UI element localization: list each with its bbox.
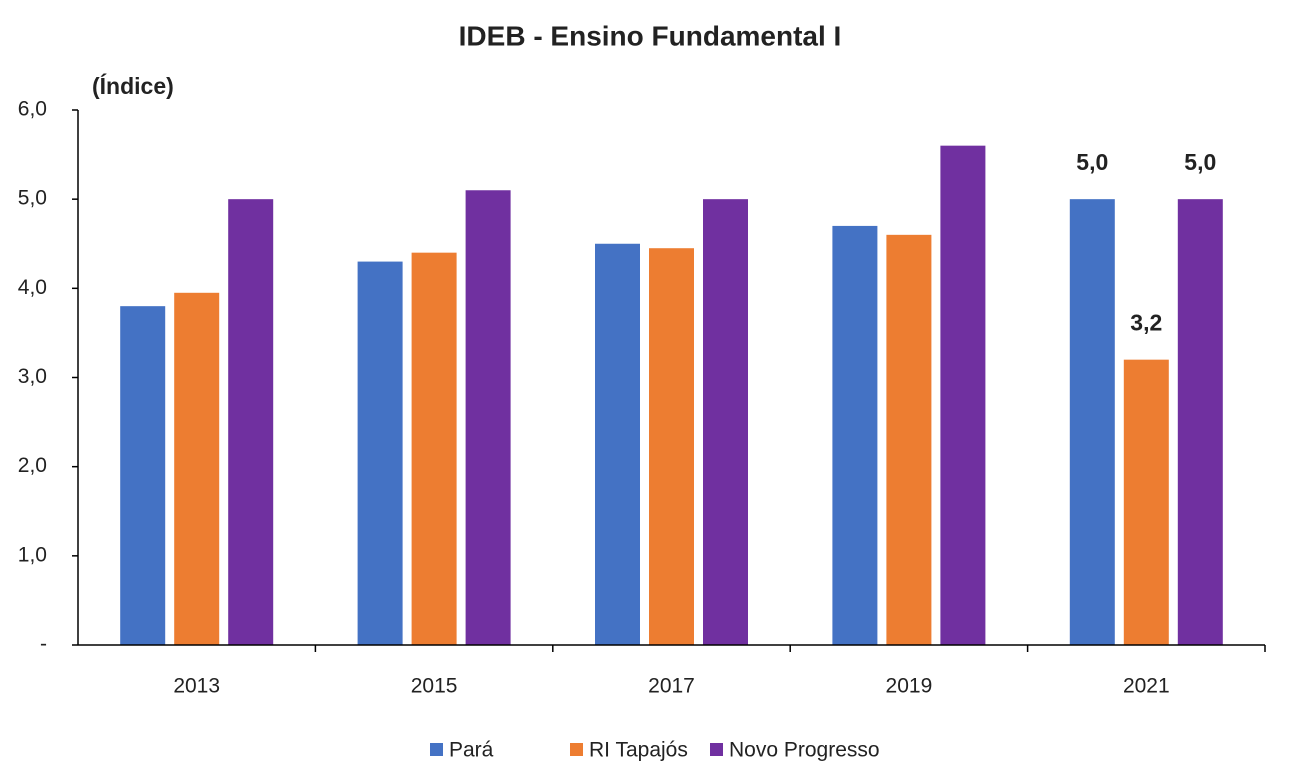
bar bbox=[174, 292, 220, 645]
bar bbox=[120, 306, 166, 645]
y-axis-label: (Índice) bbox=[92, 72, 174, 99]
y-tick-label: 3,0 bbox=[18, 365, 47, 388]
bar bbox=[595, 243, 640, 645]
x-tick-label: 2019 bbox=[886, 675, 933, 698]
legend-swatch bbox=[710, 743, 723, 756]
x-tick-label: 2015 bbox=[411, 675, 458, 698]
chart-title: IDEB - Ensino Fundamental I bbox=[459, 20, 842, 51]
bar bbox=[1069, 199, 1115, 645]
data-label: 5,0 bbox=[1184, 149, 1216, 175]
legend-label: RI Tapajós bbox=[589, 739, 688, 762]
data-label: 5,0 bbox=[1076, 149, 1108, 175]
bar bbox=[1123, 359, 1169, 645]
bar bbox=[228, 199, 274, 645]
bar bbox=[357, 261, 403, 645]
y-tick-label: 1,0 bbox=[18, 543, 47, 566]
y-tick-label: 6,0 bbox=[18, 98, 47, 121]
bar bbox=[649, 248, 694, 646]
legend-swatch bbox=[430, 743, 443, 756]
y-tick-label: 5,0 bbox=[18, 187, 47, 210]
bar bbox=[832, 225, 878, 645]
bar bbox=[703, 199, 748, 645]
x-tick-label: 2013 bbox=[173, 675, 220, 698]
bar bbox=[465, 190, 511, 645]
bar bbox=[1177, 199, 1223, 645]
x-tick-label: 2021 bbox=[1123, 675, 1170, 698]
y-tick-label: - bbox=[40, 633, 47, 656]
legend-label: Pará bbox=[449, 739, 494, 762]
bar bbox=[886, 234, 932, 646]
y-tick-label: 4,0 bbox=[18, 276, 47, 299]
bar bbox=[940, 145, 986, 645]
legend-swatch bbox=[570, 743, 583, 756]
x-tick-label: 2017 bbox=[648, 675, 695, 698]
legend-label: Novo Progresso bbox=[729, 739, 880, 762]
y-tick-label: 2,0 bbox=[18, 454, 47, 477]
bar bbox=[411, 252, 457, 645]
data-label: 3,2 bbox=[1130, 310, 1162, 336]
